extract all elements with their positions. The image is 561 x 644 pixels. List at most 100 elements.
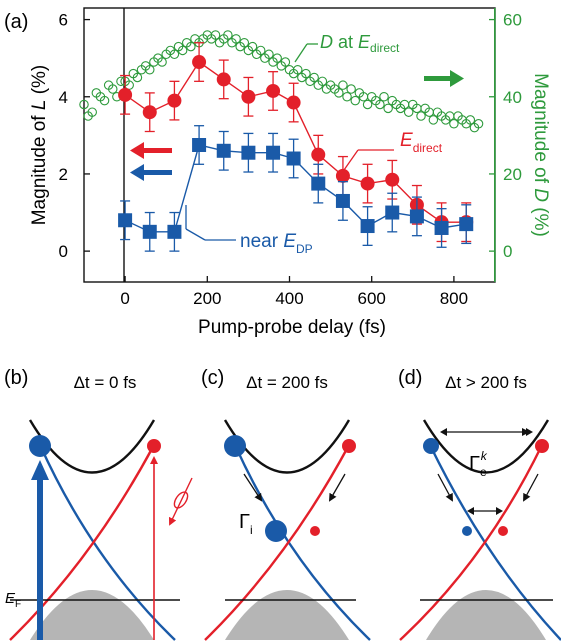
blue-point: [311, 176, 326, 191]
blue-electron-relaxed-d: [462, 526, 472, 536]
green-point: [239, 37, 250, 48]
green-arrow-right: [424, 70, 464, 87]
green-point: [473, 119, 484, 129]
green-point: [79, 99, 89, 110]
near-label: near EDP: [240, 231, 313, 256]
y-tick-label-left: 6: [59, 11, 68, 30]
red-point: [311, 147, 326, 162]
green-point: [210, 30, 221, 40]
red-point: [335, 168, 350, 183]
x-tick-label: 200: [193, 289, 221, 308]
red-arrow-left: [130, 142, 172, 159]
red-electron-top-c: [342, 439, 356, 453]
green-point: [350, 95, 361, 106]
green-point: [342, 92, 352, 102]
green-point: [108, 84, 118, 94]
green-point: [379, 92, 389, 102]
blue-point: [335, 193, 350, 208]
red-electron-b: [147, 439, 161, 453]
red-electron-relaxed-d: [498, 526, 508, 536]
green-point: [157, 57, 167, 67]
y-tick-label-right: 20: [503, 165, 522, 184]
e-label-leader: [343, 149, 359, 171]
fermi-sea-b: [30, 590, 154, 640]
green-point: [169, 49, 180, 60]
x-tick-label: 0: [120, 289, 129, 308]
green-point: [247, 41, 258, 52]
green-point: [338, 80, 348, 90]
red-point: [360, 176, 375, 191]
red-point: [118, 87, 133, 102]
green-point: [264, 49, 274, 60]
ef-label-b: EF: [5, 590, 21, 610]
blue-point: [385, 205, 400, 220]
blue-excitation-arrow-b: [31, 460, 49, 640]
y-tick-label-right: 60: [503, 11, 522, 30]
blue-cone-d: [428, 444, 561, 641]
relax-arrow-red-d: [523, 473, 539, 502]
green-point: [255, 45, 266, 56]
blue-cone-c: [233, 444, 371, 641]
blue-electron-top-c: [224, 435, 246, 457]
green-point: [428, 115, 439, 125]
green-point: [362, 99, 373, 110]
red-point: [266, 83, 281, 98]
green-point: [403, 107, 414, 117]
y-axis-label-left: Magnitude of L (%): [29, 65, 50, 226]
green-point: [87, 107, 97, 117]
polarization-ring-b: [173, 491, 189, 509]
d-label: D at Edirect: [320, 32, 400, 55]
blue-point: [142, 224, 157, 239]
blue-point: [286, 151, 301, 166]
fermi-sea-d: [426, 590, 546, 640]
relax-arrow-blue-c: [243, 473, 263, 502]
relax-arrow-blue-d: [437, 473, 453, 502]
relax-arrow-red-c: [329, 473, 346, 502]
title-c: Δt = 200 fs: [246, 373, 328, 392]
gamma-e-label: Γek: [469, 449, 488, 479]
x-tick-label: 800: [440, 289, 468, 308]
right-axis-line: [494, 8, 496, 282]
green-point: [231, 34, 241, 44]
blue-point: [167, 224, 182, 239]
red-point: [142, 105, 157, 120]
d-label-leader: [294, 43, 308, 63]
y-tick-label-left: 0: [59, 242, 68, 261]
red-electron-relaxed-c: [310, 526, 320, 536]
gamma-i-label: Γi: [239, 511, 253, 537]
blue-point: [459, 217, 474, 232]
blue-electron-b: [29, 435, 51, 457]
y-axis-label-right: Magnitude of D (%): [530, 73, 551, 237]
green-point: [309, 72, 319, 83]
red-cone-b: [9, 444, 156, 641]
upper-band-d: [422, 419, 550, 474]
green-point: [301, 68, 311, 79]
red-point: [192, 55, 207, 70]
red-point: [286, 95, 301, 110]
blue-point: [360, 219, 375, 234]
blue-point: [241, 145, 256, 160]
blue-arrow-left: [130, 164, 172, 181]
green-point: [280, 57, 291, 67]
schematic-c: (c) Δt = 200 fs Γi: [201, 367, 371, 641]
green-point: [449, 119, 459, 129]
y-tick-label-right: 40: [503, 88, 522, 107]
panel-label-d: (d): [398, 367, 422, 389]
y-tick-label-right: 0: [503, 242, 512, 261]
green-point: [317, 76, 328, 87]
green-point: [383, 103, 393, 114]
blue-point: [434, 220, 449, 235]
green-point: [416, 111, 426, 121]
near-label-leader-2: [185, 228, 206, 241]
y-tick-label-left: 4: [59, 88, 68, 107]
red-cone-c: [204, 444, 351, 641]
x-tick-label: 400: [275, 289, 303, 308]
fermi-sea-c: [225, 590, 349, 640]
green-point: [346, 84, 356, 94]
green-point: [177, 45, 188, 56]
green-point: [223, 30, 233, 40]
green-point: [375, 99, 385, 110]
red-cone-d: [399, 444, 544, 641]
